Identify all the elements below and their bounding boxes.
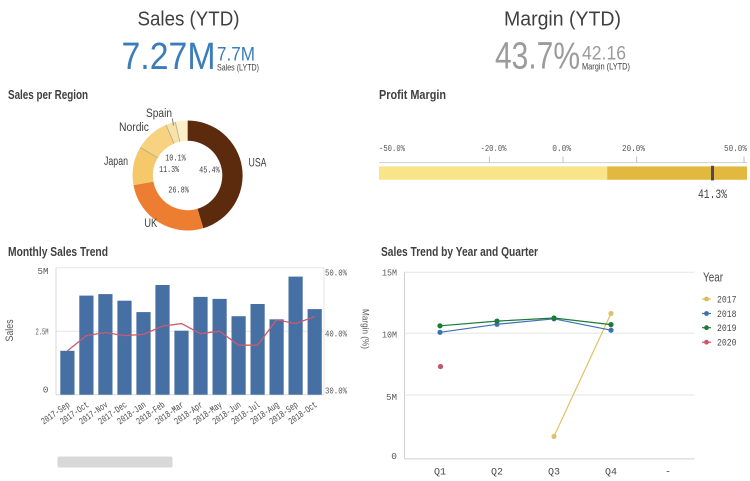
- svg-text:50.0%: 50.0%: [325, 268, 347, 279]
- svg-text:-20.0%: -20.0%: [481, 144, 507, 154]
- svg-text:2.5M: 2.5M: [36, 327, 49, 338]
- svg-text:42.16: 42.16: [582, 44, 626, 65]
- svg-text:UK: UK: [144, 218, 157, 230]
- svg-text:10M: 10M: [382, 330, 397, 341]
- svg-text:Margin (LYTD): Margin (LYTD): [582, 61, 630, 72]
- svg-text:Margin (%): Margin (%): [360, 309, 371, 349]
- svg-text:45.4%: 45.4%: [199, 166, 220, 176]
- svg-text:0.0%: 0.0%: [552, 144, 572, 154]
- svg-text:43.7%: 43.7%: [495, 35, 580, 77]
- svg-text:-: -: [665, 468, 671, 479]
- svg-text:2019: 2019: [717, 323, 737, 335]
- svg-text:5M: 5M: [386, 392, 397, 403]
- svg-text:USA: USA: [249, 157, 267, 169]
- svg-text:Spain: Spain: [146, 108, 172, 120]
- svg-text:2020: 2020: [717, 338, 737, 350]
- svg-text:7.27M: 7.27M: [122, 36, 216, 78]
- svg-text:20.0%: 20.0%: [622, 144, 646, 154]
- svg-text:Q3: Q3: [548, 468, 560, 479]
- svg-text:15M: 15M: [382, 268, 397, 279]
- svg-text:Japan: Japan: [104, 156, 128, 168]
- svg-text:Q2: Q2: [491, 468, 503, 479]
- svg-text:-50.0%: -50.0%: [379, 144, 405, 154]
- svg-text:Year: Year: [703, 270, 723, 285]
- svg-text:26.8%: 26.8%: [168, 186, 189, 196]
- svg-text:11.3%: 11.3%: [159, 165, 179, 175]
- svg-text:Sales per Region: Sales per Region: [8, 87, 88, 102]
- svg-text:Sales Trend by Year and Quarte: Sales Trend by Year and Quarter: [381, 244, 538, 259]
- svg-text:2017: 2017: [717, 295, 737, 307]
- svg-text:Sales (YTD): Sales (YTD): [138, 9, 240, 31]
- svg-text:Nordic: Nordic: [119, 122, 149, 134]
- svg-text:50.0%: 50.0%: [724, 144, 748, 154]
- svg-text:Q4: Q4: [605, 468, 617, 479]
- svg-text:Monthly Sales Trend: Monthly Sales Trend: [8, 244, 108, 259]
- svg-text:5M: 5M: [38, 266, 49, 277]
- svg-text:2018: 2018: [717, 309, 737, 321]
- svg-text:Sales: Sales: [4, 319, 16, 341]
- svg-text:10.1%: 10.1%: [165, 153, 186, 163]
- svg-text:30.0%: 30.0%: [325, 386, 347, 397]
- svg-text:Margin (YTD): Margin (YTD): [504, 9, 621, 31]
- svg-text:0: 0: [391, 451, 397, 462]
- svg-text:Sales (LYTD): Sales (LYTD): [217, 63, 259, 74]
- svg-text:7.7M: 7.7M: [217, 45, 255, 66]
- svg-text:Q1: Q1: [434, 468, 446, 479]
- svg-text:0: 0: [43, 385, 49, 396]
- svg-text:Profit Margin: Profit Margin: [379, 87, 446, 102]
- svg-text:41.3%: 41.3%: [698, 187, 727, 202]
- svg-text:40.0%: 40.0%: [325, 328, 347, 339]
